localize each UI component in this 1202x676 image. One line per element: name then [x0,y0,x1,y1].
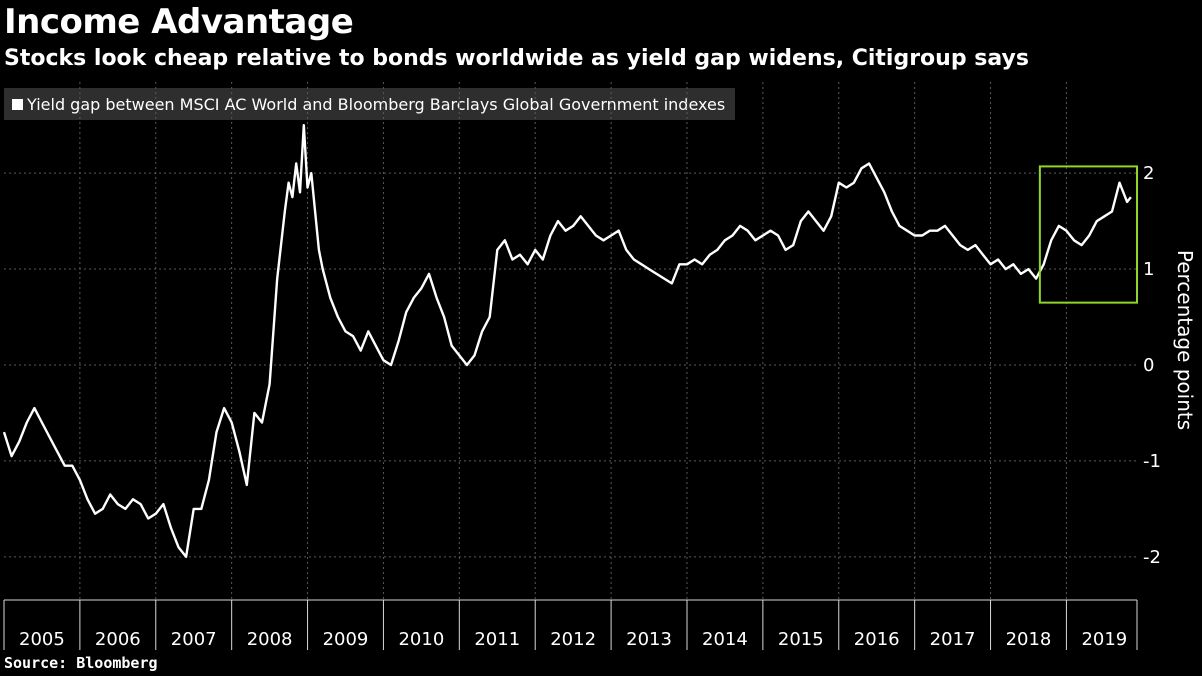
x-tick-label: 2007 [171,629,217,650]
y-tick-label: 0 [1143,355,1154,376]
legend-label: Yield gap between MSCI AC World and Bloo… [27,94,726,114]
x-tick-label: 2015 [778,629,824,650]
legend-swatch [12,98,23,110]
source-note: Source: Bloomberg [4,654,158,672]
y-axis: -2 -1 0 1 2 [1143,163,1161,568]
y-tick-label: -2 [1143,547,1161,568]
x-tick-label: 2008 [247,629,293,650]
x-tick-label: 2006 [95,629,141,650]
y-tick-label: -1 [1143,451,1161,472]
x-tick-label: 2018 [1006,629,1052,650]
x-tick-label: 2005 [19,629,65,650]
x-tick-label: 2009 [323,629,369,650]
x-tick-label: 2014 [702,629,748,650]
y-tick-label: 1 [1143,259,1154,280]
y-tick-label: 2 [1143,163,1154,184]
x-tick-label: 2019 [1081,629,1127,650]
x-tick-label: 2016 [854,629,900,650]
chart-subtitle: Stocks look cheap relative to bonds worl… [4,46,1029,71]
x-tick-label: 2010 [398,629,444,650]
x-tick-label: 2012 [550,629,596,650]
x-axis: 2005 2006 2007 2008 2009 2010 2011 2012 2013 2014… [3,599,1138,650]
grid [4,82,1137,600]
x-tick-label: 2011 [474,629,520,650]
series-line [2,124,1132,558]
y-axis-label: Percentage points [1173,250,1197,430]
x-tick-label: 2013 [626,629,672,650]
legend: Yield gap between MSCI AC World and Bloo… [4,88,736,120]
highlight-box [1038,165,1138,304]
chart-title: Income Advantage [4,2,354,42]
x-tick-label: 2017 [930,629,976,650]
